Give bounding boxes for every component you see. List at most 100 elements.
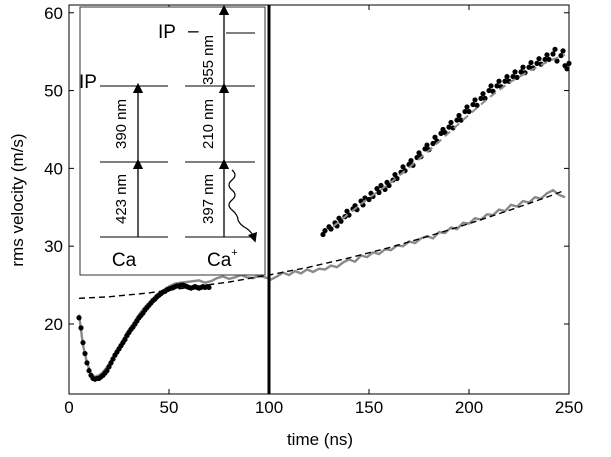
inset-frame: [79, 6, 266, 276]
data-point: [494, 83, 500, 89]
wavelength-390-label: 390 nm: [113, 99, 130, 149]
data-point: [564, 66, 570, 72]
data-point: [544, 52, 550, 58]
data-point: [338, 218, 344, 224]
x-tick-label: 50: [160, 398, 179, 417]
x-tick-label: 250: [555, 398, 583, 417]
data-point: [464, 104, 470, 110]
data-point: [496, 78, 502, 84]
caplus-superscript: +: [231, 247, 237, 259]
wavelength-397-label: 397 nm: [200, 174, 217, 224]
data-point: [520, 64, 526, 70]
data-point: [122, 336, 128, 343]
data-point: [432, 134, 438, 140]
series-layer: [76, 46, 572, 382]
x-axis: 0 50 100 150 200 250: [64, 5, 583, 417]
data-point: [472, 97, 478, 103]
data-point: [438, 130, 444, 136]
data-point: [386, 182, 392, 189]
data-point: [328, 226, 334, 232]
data-point: [416, 150, 422, 156]
data-point: [488, 83, 494, 89]
ip-dash: –: [188, 21, 199, 42]
data-point: [558, 52, 564, 59]
series-line-black-dashed-fit: [78, 189, 566, 299]
series-line-gray-dashed-fit: [332, 53, 566, 228]
data-point: [106, 364, 112, 370]
data-point: [78, 325, 84, 331]
data-point: [424, 142, 430, 148]
data-point: [510, 73, 516, 80]
wavelength-210-label: 210 nm: [200, 99, 217, 149]
data-point: [514, 74, 520, 80]
plot-frame: [68, 4, 570, 395]
data-point: [448, 119, 454, 126]
x-tick-label: 150: [355, 398, 383, 417]
ca-element-label: Ca: [112, 250, 137, 271]
data-point: [84, 360, 90, 366]
data-point: [550, 51, 556, 57]
ca-ip-label: IP: [79, 72, 97, 93]
data-point: [526, 64, 532, 70]
data-point: [482, 95, 488, 101]
plot-area: [68, 4, 570, 395]
data-point: [104, 368, 110, 374]
data-point: [458, 117, 464, 123]
energy-level-inset: 423 nm 390 nm IP Ca 397 nm 210 nm 355 nm…: [79, 4, 266, 276]
data-point: [320, 231, 326, 238]
data-point: [466, 108, 472, 115]
data-point: [374, 186, 380, 192]
data-point: [394, 175, 400, 182]
y-tick-label: 60: [44, 4, 63, 23]
x-tick-label: 200: [455, 398, 483, 417]
data-point: [542, 56, 548, 63]
data-point: [474, 102, 480, 108]
data-point: [366, 196, 372, 203]
data-point: [504, 73, 510, 80]
y-axis-label: rms velocity (m/s): [8, 133, 27, 266]
data-point: [456, 112, 462, 119]
data-point: [552, 46, 558, 52]
data-point: [546, 56, 552, 63]
data-point: [80, 340, 86, 346]
y-tick-label: 20: [44, 315, 63, 334]
data-point: [392, 172, 398, 178]
data-point: [462, 108, 468, 115]
data-point: [446, 124, 452, 130]
data-point: [76, 315, 82, 321]
data-point: [82, 350, 88, 357]
data-point: [378, 182, 384, 189]
data-point: [534, 60, 540, 66]
y-tick-label: 40: [44, 159, 63, 178]
data-point: [108, 360, 114, 366]
data-point: [518, 69, 524, 75]
data-point: [536, 56, 542, 62]
fluorescence-wavy-arrow: [228, 169, 258, 243]
data-point: [408, 158, 414, 164]
x-tick-label: 100: [255, 398, 283, 417]
data-point: [422, 146, 428, 152]
data-point: [454, 117, 460, 123]
data-point: [480, 91, 486, 97]
caplus-element-label: Ca+: [207, 247, 238, 271]
data-point: [512, 69, 518, 75]
caplus-ip-label: IP: [158, 22, 176, 43]
data-point: [376, 189, 382, 196]
data-point: [322, 228, 328, 234]
data-point: [430, 140, 436, 147]
x-axis-label: time (ns): [287, 430, 353, 449]
x-tick-label: 0: [64, 398, 73, 417]
wavelength-423-label: 423 nm: [113, 174, 130, 224]
data-point: [346, 212, 352, 218]
data-point: [528, 59, 534, 66]
data-point: [554, 58, 560, 64]
data-point: [566, 60, 572, 66]
data-point: [502, 78, 508, 84]
data-point: [86, 368, 92, 374]
y-tick-label: 50: [44, 82, 63, 101]
caplus-element-text: Ca: [207, 250, 232, 271]
y-axis: 20 30 40 50 60: [44, 4, 569, 334]
data-point: [344, 208, 350, 214]
data-point: [486, 87, 492, 94]
